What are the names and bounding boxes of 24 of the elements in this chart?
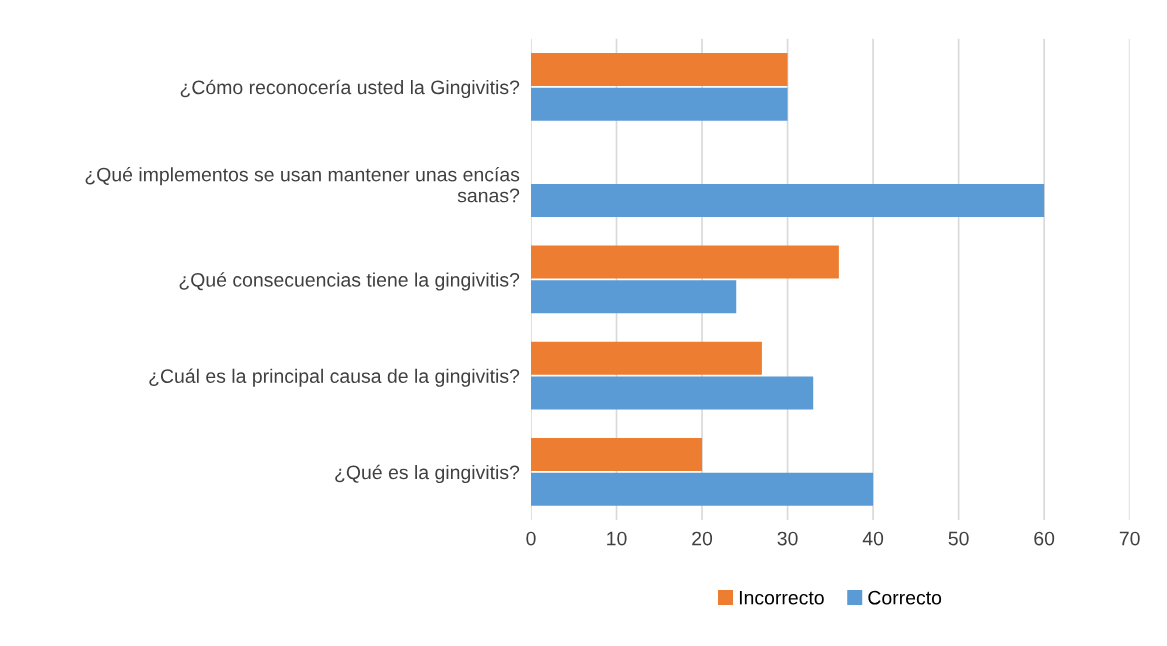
bar [530,87,788,121]
x-tick-label: 0 [526,531,536,546]
y-tick-label: ¿Qué implementos se usan mantener unas encías sanas? [85,166,520,203]
bar [530,184,1045,217]
bar [530,438,703,472]
legend-label: Incorrecto [739,591,824,605]
x-tick-label: 50 [948,531,969,546]
bar [530,245,839,279]
y-tick-label: ¿Qué consecuencias tiene la gingivitis? [179,272,520,291]
x-tick-label: 40 [862,531,884,546]
x-tick-label: 20 [692,531,713,546]
legend-label: Correcto [868,590,942,605]
x-tick-label: 70 [1119,531,1140,546]
y-tick-label: ¿Qué es la gingivitis? [335,464,520,484]
bar [530,472,874,506]
y-tick-label: ¿Cómo reconocería usted la Gingivitis? [180,79,520,99]
bar [530,280,737,314]
x-tick-label: 30 [777,531,798,546]
x-tick-label: 10 [607,531,627,546]
bar [530,53,788,87]
y-tick-label: ¿Cuál es la principal causa de la gingivitis? [149,368,520,387]
x-tick-label: 60 [1034,531,1055,546]
bar [530,376,814,410]
bar [530,341,762,375]
